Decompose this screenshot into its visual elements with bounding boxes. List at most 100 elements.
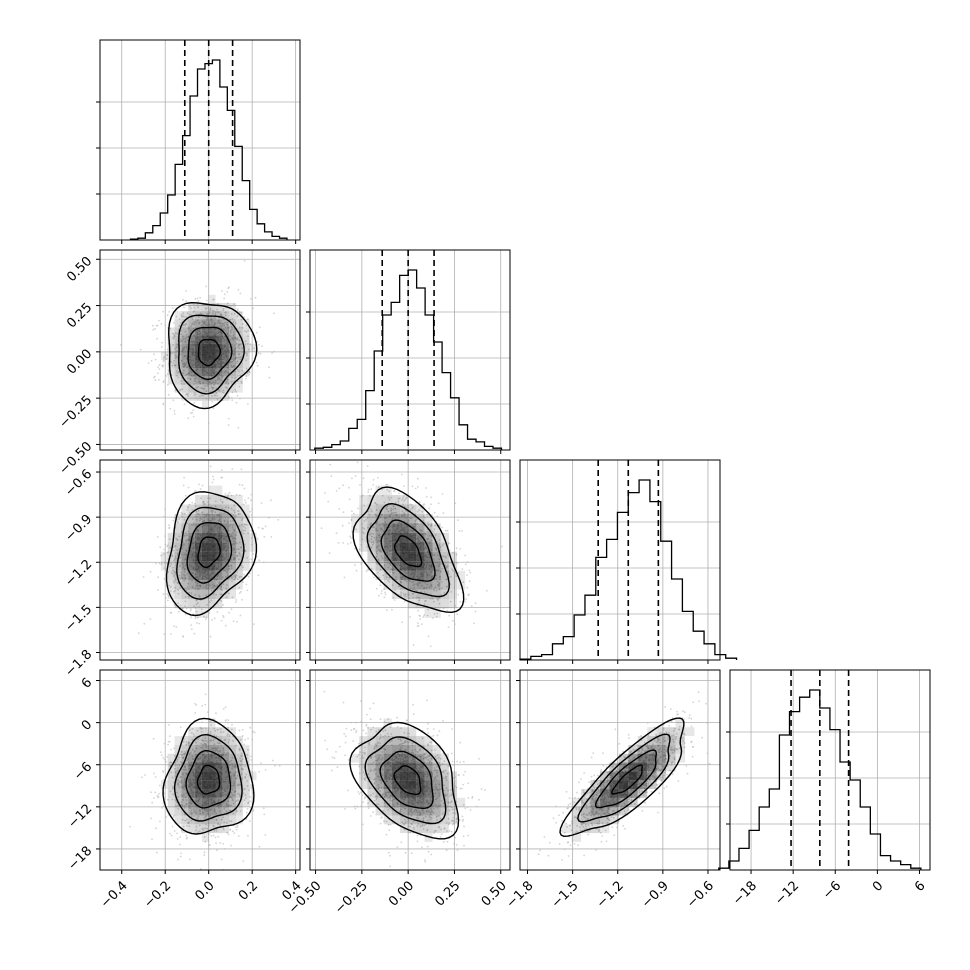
sample-point <box>184 813 186 816</box>
sample-point <box>178 786 181 789</box>
sample-point <box>174 364 176 367</box>
sample-point <box>197 529 199 532</box>
sample-point <box>189 729 191 731</box>
sample-point <box>221 576 224 579</box>
sample-point <box>220 858 223 861</box>
sample-point <box>226 520 229 523</box>
sample-point <box>191 539 194 542</box>
sample-point <box>401 510 404 513</box>
density-cell <box>236 570 243 581</box>
density-cell <box>195 523 202 533</box>
sample-point <box>193 815 195 818</box>
sample-point <box>250 787 253 790</box>
sample-point <box>380 555 383 558</box>
sample-point <box>190 628 193 631</box>
sample-point <box>226 378 229 381</box>
density-cell <box>174 384 182 393</box>
sample-point <box>177 552 180 554</box>
sample-point <box>244 794 247 796</box>
sample-point <box>433 554 436 556</box>
sample-point <box>418 509 421 512</box>
sample-point <box>240 738 242 741</box>
sample-point <box>198 333 200 336</box>
sample-point <box>231 554 234 556</box>
sample-point <box>178 518 181 520</box>
sample-point <box>161 341 164 344</box>
sample-point <box>215 735 218 738</box>
sample-point <box>197 758 200 760</box>
density-cell <box>201 513 209 524</box>
sample-point <box>163 355 166 358</box>
sample-point <box>222 307 225 310</box>
sample-point <box>454 572 456 574</box>
sample-point <box>188 591 190 594</box>
sample-point <box>422 519 425 522</box>
density-cell <box>448 580 458 590</box>
sample-point <box>191 727 194 730</box>
sample-point <box>448 542 451 545</box>
density-cell <box>383 485 392 496</box>
sample-point <box>195 599 198 601</box>
sample-point <box>451 568 453 570</box>
sample-point <box>262 561 265 564</box>
sample-point <box>252 623 255 625</box>
sample-point <box>186 312 189 315</box>
sample-point <box>212 407 215 410</box>
sample-point <box>149 570 152 573</box>
sample-point <box>418 614 421 617</box>
sample-point <box>180 333 183 336</box>
density-cell <box>432 608 441 618</box>
density-cell <box>181 753 189 763</box>
sample-point <box>173 830 176 832</box>
density-cell <box>181 806 189 816</box>
sample-point <box>246 785 249 787</box>
sample-point <box>249 800 252 803</box>
sample-point <box>201 705 204 707</box>
sample-point <box>469 571 472 574</box>
sample-point <box>258 343 260 346</box>
sample-point <box>175 805 177 807</box>
sample-point <box>197 306 200 309</box>
sample-point <box>191 585 194 588</box>
sample-point <box>196 616 199 619</box>
density-cell <box>188 504 196 514</box>
contour-4 <box>165 491 258 617</box>
sample-point <box>208 612 211 614</box>
density-cell <box>174 335 182 344</box>
density-cell <box>201 400 209 409</box>
sample-point <box>215 712 217 715</box>
sample-point <box>233 540 236 543</box>
sample-point <box>191 318 194 321</box>
sample-point <box>347 543 349 545</box>
sample-point <box>156 536 159 538</box>
density-cell <box>201 504 209 514</box>
sample-point <box>240 590 242 593</box>
sample-point <box>225 370 227 372</box>
sample-point <box>231 396 233 399</box>
sample-point <box>186 522 189 524</box>
sample-point <box>238 729 241 732</box>
sample-point <box>222 828 225 831</box>
density-cell <box>229 302 237 312</box>
density-cell <box>188 319 196 328</box>
sample-point <box>327 500 330 503</box>
sample-point <box>232 514 234 517</box>
density-cell <box>181 815 189 825</box>
sample-point <box>430 585 433 588</box>
sample-point <box>219 512 221 514</box>
density-cell <box>222 495 230 505</box>
sample-point <box>180 383 183 385</box>
sample-point <box>368 540 370 542</box>
density-cell <box>416 542 425 552</box>
sample-point <box>368 533 371 536</box>
sample-point <box>176 769 179 772</box>
sample-point <box>197 328 200 331</box>
density-cell <box>236 327 243 336</box>
sample-point <box>423 503 425 506</box>
density-cell <box>359 523 368 533</box>
sample-point <box>180 322 182 324</box>
sample-point <box>158 562 161 565</box>
sample-point <box>199 756 202 759</box>
sample-point <box>186 345 188 348</box>
sample-point <box>221 476 224 479</box>
